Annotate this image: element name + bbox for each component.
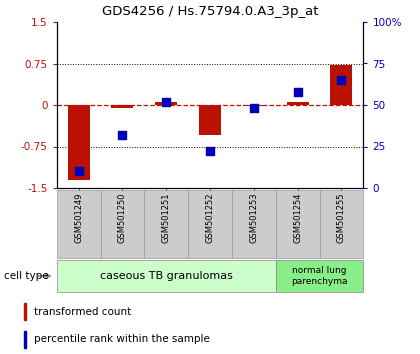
Bar [199, 105, 221, 136]
Bar [243, 105, 265, 106]
Bar [111, 105, 134, 108]
Text: caseous TB granulomas: caseous TB granulomas [100, 271, 233, 281]
Text: GSM501251: GSM501251 [162, 192, 171, 242]
Bar [331, 65, 352, 105]
Point [119, 132, 126, 138]
Bar [188, 190, 232, 258]
Bar [144, 190, 188, 258]
Bar [24, 303, 26, 320]
Bar [276, 260, 363, 292]
Text: percentile rank within the sample: percentile rank within the sample [34, 335, 210, 344]
Bar [155, 102, 177, 105]
Title: GDS4256 / Hs.75794.0.A3_3p_at: GDS4256 / Hs.75794.0.A3_3p_at [102, 5, 318, 18]
Bar [232, 190, 276, 258]
Text: transformed count: transformed count [34, 307, 131, 317]
Point [207, 149, 213, 154]
Point [163, 99, 170, 104]
Text: normal lung
parenchyma: normal lung parenchyma [291, 266, 348, 286]
Text: GSM501253: GSM501253 [249, 192, 258, 242]
Point [294, 89, 301, 95]
Text: GSM501252: GSM501252 [205, 192, 215, 242]
Point [75, 169, 82, 174]
Text: cell type: cell type [4, 271, 49, 281]
Point [338, 77, 345, 83]
Text: GSM501249: GSM501249 [74, 192, 83, 242]
Bar [68, 105, 89, 180]
Bar [24, 331, 26, 348]
Bar [320, 190, 363, 258]
Bar [57, 190, 100, 258]
Bar [287, 102, 309, 105]
Bar [276, 190, 320, 258]
Text: GSM501250: GSM501250 [118, 192, 127, 242]
Text: GSM501254: GSM501254 [293, 192, 302, 242]
Point [250, 105, 257, 111]
Bar [57, 260, 276, 292]
Text: GSM501255: GSM501255 [337, 192, 346, 242]
Bar [100, 190, 144, 258]
